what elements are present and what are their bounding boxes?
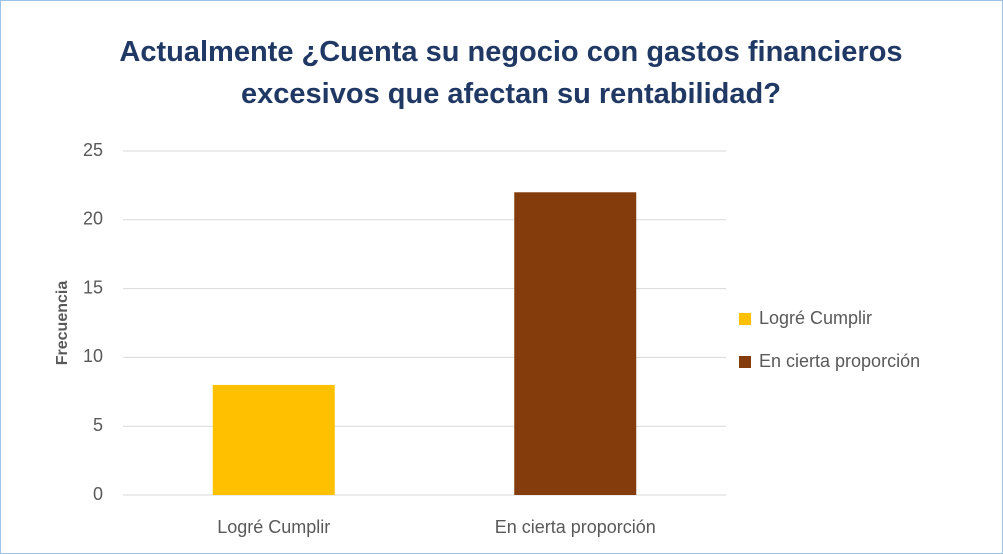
chart-title: Actualmente ¿Cuenta su negocio con gasto… <box>119 36 903 110</box>
bar <box>212 384 335 495</box>
legend-swatch <box>739 313 751 325</box>
y-axis-label: Frecuencia <box>54 281 71 366</box>
y-tick-label: 10 <box>83 346 103 366</box>
bar <box>514 192 637 495</box>
legend-label: En cierta proporción <box>759 351 920 371</box>
legend-swatch <box>739 356 751 368</box>
y-tick-label: 15 <box>83 277 103 297</box>
y-tick-label: 0 <box>93 484 103 504</box>
legend-label: Logré Cumplir <box>759 308 872 328</box>
y-tick-label: 20 <box>83 209 103 229</box>
y-tick-label: 5 <box>93 415 103 435</box>
x-tick-label: Logré Cumplir <box>217 517 330 537</box>
x-tick-label: En cierta proporción <box>495 517 656 537</box>
y-tick-label: 25 <box>83 140 103 160</box>
